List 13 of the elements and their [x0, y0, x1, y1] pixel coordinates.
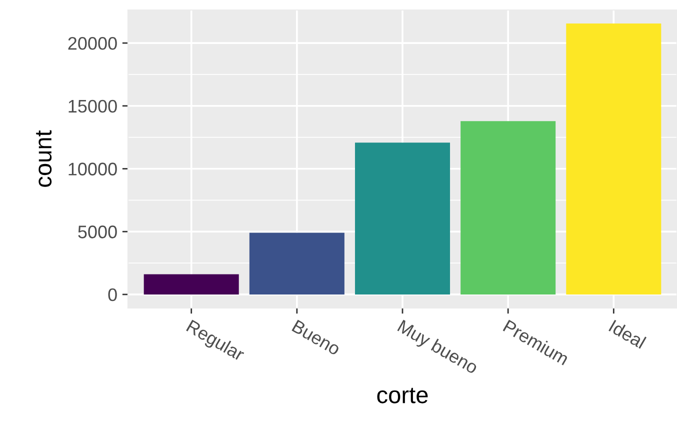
bar — [144, 274, 239, 294]
bar — [460, 121, 556, 294]
y-tick-label: 5000 — [78, 226, 117, 238]
bar — [566, 24, 662, 294]
x-axis-title: corte — [377, 388, 428, 404]
y-tick-label: 0 — [108, 288, 117, 302]
y-tick-label: 15000 — [68, 100, 117, 113]
bar — [354, 142, 450, 294]
x-tick-label: Ideal — [608, 319, 647, 349]
bar — [249, 232, 344, 294]
y-tick-label: 10000 — [68, 162, 117, 176]
y-axis-title: count — [36, 130, 52, 187]
y-tick-label: 20000 — [68, 36, 117, 50]
